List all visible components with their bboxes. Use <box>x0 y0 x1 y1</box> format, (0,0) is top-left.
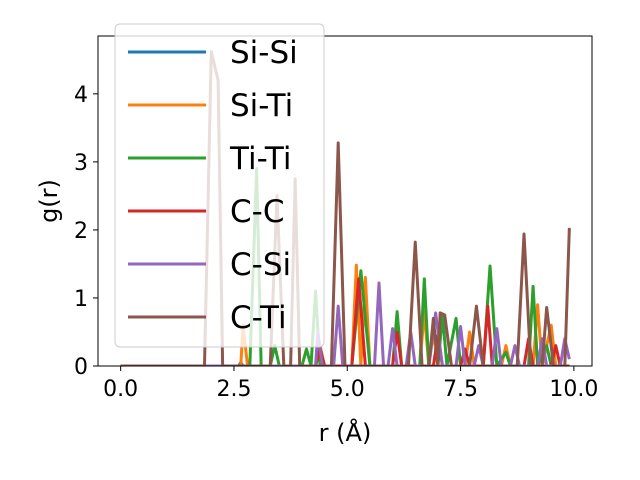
legend-box <box>114 23 325 348</box>
y-axis-label: g(r) <box>35 179 63 223</box>
x-tick-label: 5.0 <box>330 377 365 402</box>
x-axis-label: r (Å) <box>319 418 372 447</box>
legend-label-c-c: C-C <box>230 194 284 230</box>
y-tick-label: 4 <box>74 83 88 108</box>
y-tick-label: 2 <box>74 219 88 244</box>
plot-frame <box>97 35 593 367</box>
legend-label-c-si: C-Si <box>230 247 291 283</box>
x-tick-label: 2.5 <box>216 377 251 402</box>
x-tick-label: 0.0 <box>103 377 138 402</box>
series-line-c-c <box>120 277 570 366</box>
y-axis: 0 1 2 3 4 <box>74 83 98 380</box>
x-tick-label: 10.0 <box>549 377 598 402</box>
y-tick-label: 0 <box>74 355 88 380</box>
legend-label-si-si: Si-Si <box>230 35 298 71</box>
y-tick-label: 1 <box>74 287 88 312</box>
legend-label-ti-ti: Ti-Ti <box>229 141 292 177</box>
legend: Si-Si Si-Ti Ti-Ti C-C C-Si C-Ti <box>114 23 325 348</box>
legend-label-si-ti: Si-Ti <box>230 88 293 124</box>
x-tick-label: 7.5 <box>443 377 478 402</box>
y-tick-label: 3 <box>74 151 88 176</box>
x-axis: 0.0 2.5 5.0 7.5 10.0 <box>103 366 598 402</box>
legend-label-c-ti: C-Ti <box>230 300 287 336</box>
